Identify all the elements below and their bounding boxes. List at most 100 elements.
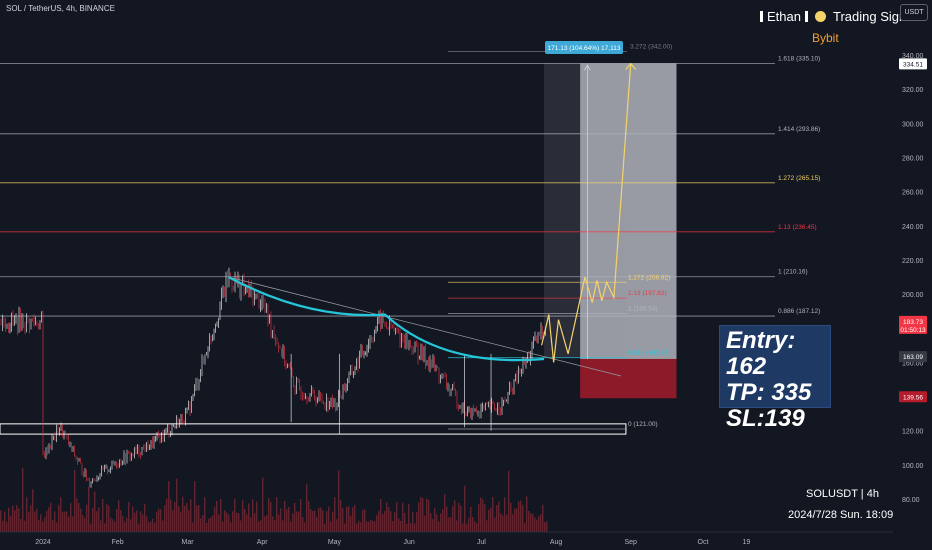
volume-bar [200, 518, 202, 532]
volume-bar [428, 499, 430, 532]
fib-level-label: 1 (188.54) [628, 306, 658, 313]
price-tag [899, 391, 927, 403]
volume-bar [424, 515, 426, 532]
volume-bar [318, 508, 320, 532]
volume-bar [20, 519, 22, 532]
exchange-label: Bybit [812, 31, 839, 45]
volume-bar [176, 478, 178, 532]
volume-bar [174, 501, 176, 532]
volume-bar [14, 510, 16, 532]
volume-bar [248, 503, 250, 532]
volume-bar [132, 506, 134, 532]
volume-bar [130, 519, 132, 532]
x-tick-label: Apr [257, 539, 269, 546]
fib-level-label: 1 (210.16) [778, 269, 808, 276]
volume-bar [376, 515, 378, 532]
volume-bar [112, 519, 114, 532]
sl-label: SL:139 [726, 405, 805, 432]
volume-bar [372, 520, 374, 532]
volume-bar [488, 509, 490, 532]
volume-bar [222, 521, 224, 532]
volume-bar [290, 521, 292, 532]
volume-bar [458, 503, 460, 532]
volume-bar [504, 497, 506, 532]
volume-bar [416, 511, 418, 532]
volume-bar [518, 501, 520, 532]
x-tick-label: Jun [403, 539, 414, 546]
volume-bar [340, 500, 342, 532]
volume-bar [444, 493, 446, 532]
y-tick-label: 200.00 [902, 292, 924, 299]
volume-bar [44, 517, 46, 532]
volume-bar [528, 510, 530, 532]
volume-bar [136, 510, 138, 532]
volume-bar [74, 469, 76, 532]
volume-bar [448, 517, 450, 532]
volume-bar [292, 513, 294, 532]
volume-bar [328, 506, 330, 532]
volume-bar [490, 507, 492, 532]
volume-bar [406, 523, 408, 532]
volume-bar [320, 507, 322, 532]
volume-bar [184, 505, 186, 532]
volume-bar [28, 512, 30, 532]
price-tag [899, 315, 927, 334]
fib-level-label: 0.886 (187.12) [778, 308, 820, 315]
cup-curve [227, 276, 545, 362]
volume-bar [384, 510, 386, 532]
measure-label: 171.13 (104.64%) 17,113 [548, 45, 621, 52]
volume-bar [152, 518, 154, 532]
volume-bar [194, 480, 196, 532]
volume-bar [100, 520, 102, 532]
volume-bar [154, 523, 156, 532]
currency-button[interactable]: USDT [900, 4, 928, 21]
volume-bar [426, 498, 428, 532]
volume-bar [236, 512, 238, 532]
volume-bar [300, 499, 302, 532]
volume-bar [46, 510, 48, 532]
price-tag-label: 334.51 [903, 61, 923, 68]
y-tick-label: 120.00 [902, 429, 924, 436]
price-tag-label: 163.09 [903, 354, 923, 361]
volume-bar [34, 511, 36, 532]
volume-bar [482, 499, 484, 532]
volume-bar [50, 502, 52, 532]
volume-bar [36, 508, 38, 532]
volume-bar [358, 520, 360, 532]
volume-bar [472, 516, 474, 532]
price-tag-label: 139.56 [903, 394, 923, 401]
volume-bar [470, 506, 472, 532]
volume-bar [316, 517, 318, 532]
volume-bar [324, 523, 326, 532]
volume-bar [334, 497, 336, 532]
volume-bar [192, 522, 194, 532]
fib-level-label: 1.13 (236.45) [778, 224, 817, 231]
volume-bar [68, 516, 70, 532]
x-tick-label: Mar [181, 539, 194, 546]
x-tick-label: Aug [550, 539, 563, 546]
tp-label: TP: 335 [726, 379, 812, 406]
volume-bar [532, 513, 534, 532]
volume-bar [402, 502, 404, 532]
volume-bar [432, 519, 434, 532]
volume-bar [40, 514, 42, 532]
volume-bar [344, 523, 346, 532]
volume-bar [224, 510, 226, 532]
volume-bar [172, 510, 174, 532]
footer-datetime: 2024/7/28 Sun. 18:09 [788, 509, 894, 521]
y-tick-label: 160.00 [902, 360, 924, 367]
volume-bar [308, 501, 310, 532]
projection-path [541, 63, 632, 363]
volume-bar [144, 503, 146, 532]
volume-bar [230, 522, 232, 532]
volume-bar [296, 511, 298, 532]
x-tick-label: 19 [742, 539, 750, 546]
price-tag [899, 58, 927, 70]
volume-bar [502, 515, 504, 532]
volume-bar [326, 511, 328, 532]
volume-bar [420, 496, 422, 532]
volume-bar [128, 501, 130, 532]
price-tag-label: 183.73 [903, 319, 923, 326]
volume-bar [430, 513, 432, 532]
